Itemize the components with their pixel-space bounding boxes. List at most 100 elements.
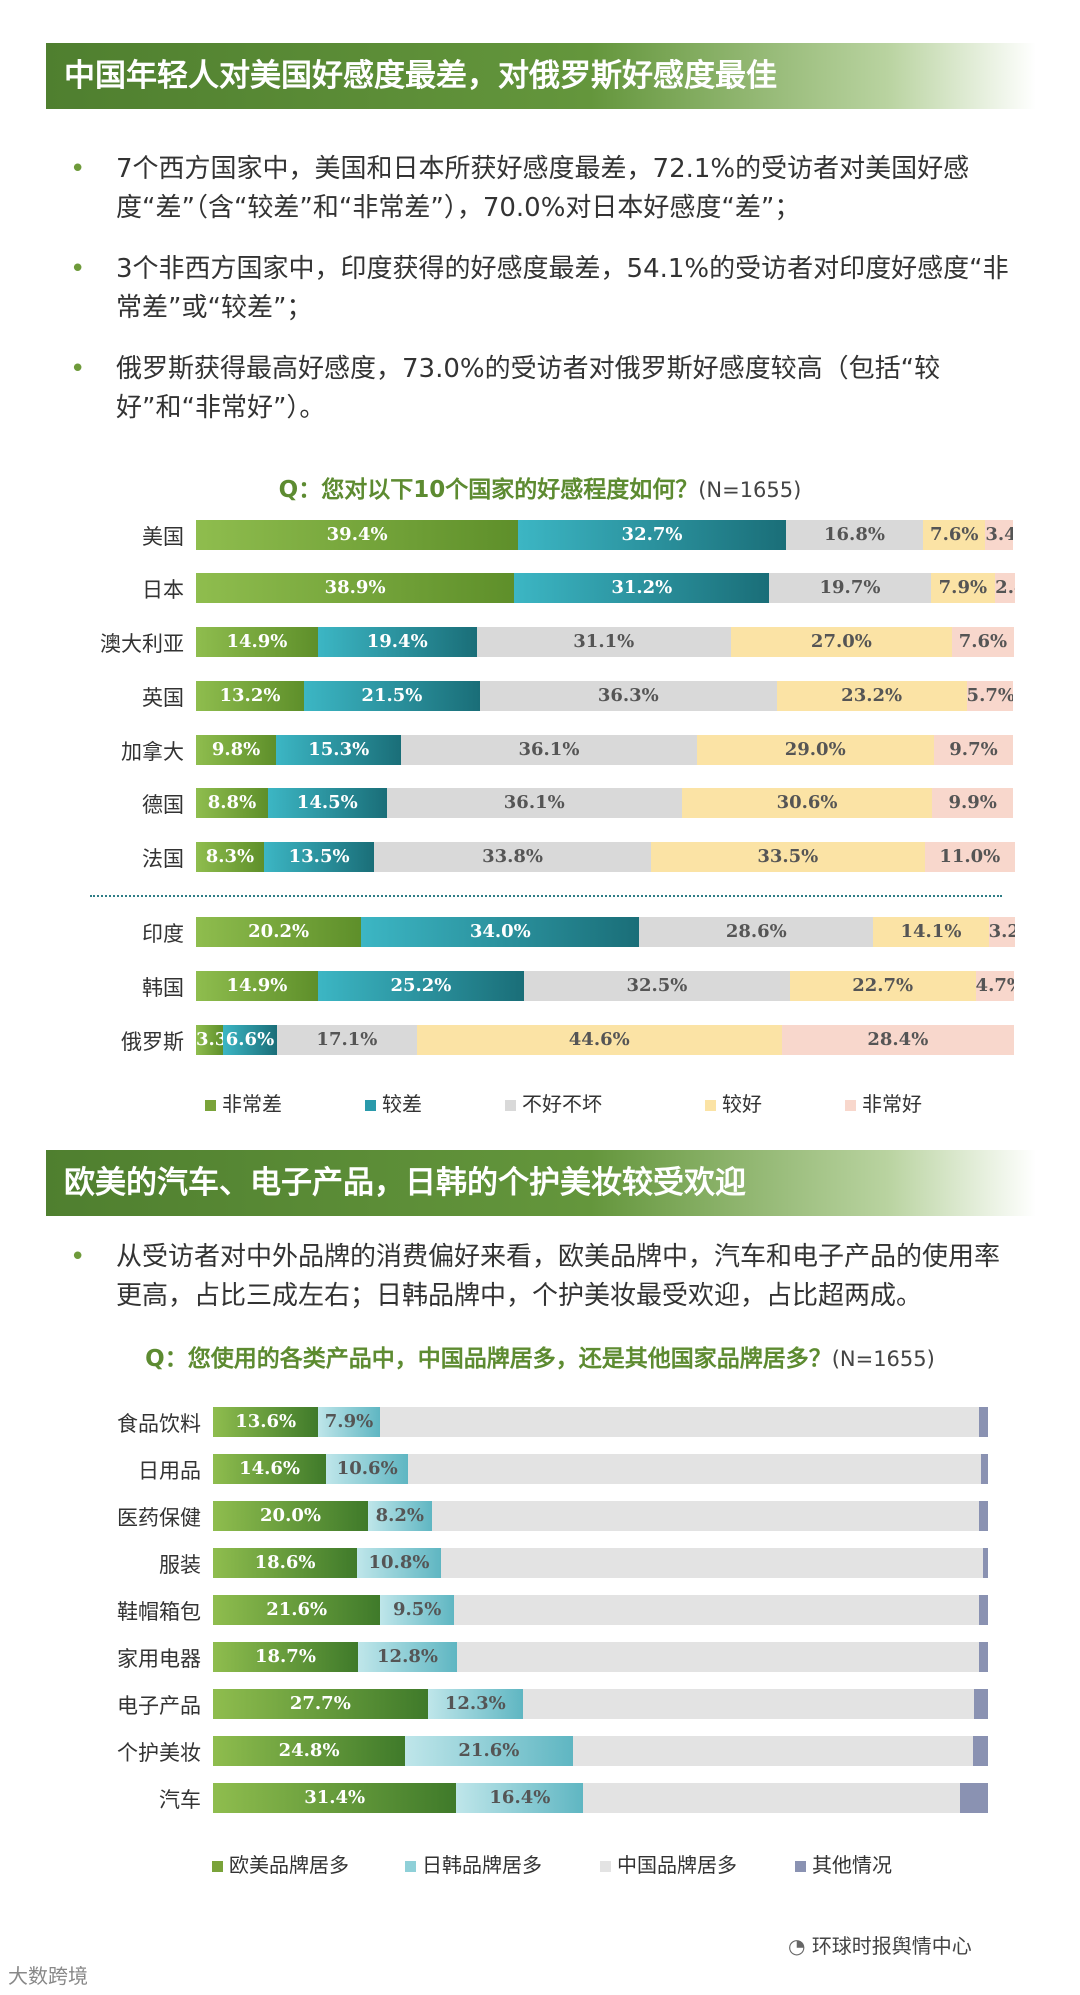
- bar-segment: 36.1%: [386, 788, 682, 818]
- data-label: 30.6%: [776, 792, 838, 813]
- section-header-2: 欧美的汽车、电子产品，日韩的个护美妆较受欢迎: [46, 1150, 1036, 1216]
- bar-segment: 8.3%: [196, 842, 264, 872]
- data-label: 4.7%: [975, 975, 1014, 996]
- data-label: 7.6%: [958, 631, 1008, 652]
- bar-segment: 27.7%: [213, 1689, 428, 1719]
- bullet-text: 7个西方国家中，美国和日本所获好感度最差，72.1%的受访者对美国好感度“差”（…: [116, 154, 970, 223]
- chart-divider: [90, 895, 1002, 897]
- bar-segment: 15.3%: [276, 735, 402, 765]
- data-label: 7.6%: [930, 524, 979, 545]
- legend-swatch-icon: [365, 1100, 376, 1111]
- bar-segment: 33.8%: [374, 842, 651, 872]
- data-label: 7.9%: [938, 577, 988, 598]
- category-label: 服装: [159, 1553, 201, 1577]
- data-label: 16.4%: [489, 1787, 551, 1808]
- bar-segment: 28.6%: [639, 917, 874, 947]
- bar-segment: 16.4%: [456, 1783, 584, 1813]
- data-label: 36.1%: [518, 739, 580, 760]
- bar-segment: 8.8%: [196, 788, 268, 818]
- bar-segment: 19.7%: [769, 573, 931, 603]
- bullet-text: 俄罗斯获得最高好感度，73.0%的受访者对俄罗斯好感度较高（包括“较好”和“非常…: [116, 354, 941, 423]
- bar-segment: 32.7%: [518, 520, 786, 550]
- category-label: 医药保健: [117, 1506, 201, 1530]
- data-label: 27.7%: [289, 1693, 351, 1714]
- category-label: 法国: [142, 847, 184, 871]
- data-label: 20.0%: [260, 1505, 321, 1526]
- data-label: 14.9%: [226, 631, 288, 652]
- data-label: 39.4%: [326, 524, 388, 545]
- data-label: 21.6%: [458, 1740, 520, 1761]
- bar-segment: 9.5%: [380, 1595, 455, 1625]
- legend-label: 非常差: [222, 1092, 282, 1116]
- bar-segment: 29.0%: [696, 735, 934, 765]
- bar-segment: [454, 1595, 980, 1625]
- data-label: 36.1%: [503, 792, 565, 813]
- footer-source: ◔ 环球时报舆情中心: [788, 1930, 972, 1959]
- category-label: 电子产品: [117, 1694, 201, 1718]
- bullet-item-1: • 3个非西方国家中，印度获得的好感度最差，54.1%的受访者对印度好感度“非常差…: [70, 250, 1020, 328]
- data-label: 13.2%: [219, 685, 281, 706]
- data-label: 44.6%: [568, 1029, 630, 1050]
- bar-segment: 18.7%: [213, 1642, 358, 1672]
- bar-segment: [979, 1407, 988, 1437]
- bar-segment: [408, 1454, 982, 1484]
- category-label: 日本: [142, 578, 184, 602]
- bar-segment: 14.6%: [213, 1454, 327, 1484]
- legend-label: 中国品牌居多: [617, 1853, 737, 1877]
- bar-segment: 31.1%: [476, 627, 731, 657]
- legend-label: 较差: [382, 1092, 422, 1116]
- bar-segment: 34.0%: [361, 917, 640, 947]
- bar-segment: 16.8%: [785, 520, 924, 550]
- legend-item: 非常好: [845, 1088, 922, 1117]
- bar-segment: 36.3%: [479, 681, 777, 711]
- bar-segment: 24.8%: [213, 1736, 406, 1766]
- bar-segment: 10.8%: [357, 1548, 441, 1578]
- bullet2-item-0: • 从受访者对中外品牌的消费偏好来看，欧美品牌中，汽车和电子产品的使用率更高，占比…: [70, 1238, 1020, 1316]
- data-label: 14.9%: [226, 975, 288, 996]
- legend-item: 欧美品牌居多: [212, 1849, 349, 1878]
- chart-question-1: Q：您对以下10个国家的好感程度如何？: [278, 477, 699, 503]
- bar-segment: [979, 1642, 988, 1672]
- bar-segment: 14.9%: [196, 971, 318, 1001]
- data-label: 18.7%: [254, 1646, 316, 1667]
- bar-segment: [974, 1689, 988, 1719]
- data-label: 19.7%: [819, 577, 881, 598]
- data-label: 6.6%: [225, 1029, 275, 1050]
- data-label: 31.1%: [573, 631, 635, 652]
- data-label: 7.9%: [324, 1411, 374, 1432]
- data-label: 21.5%: [361, 685, 423, 706]
- legend-item: 较差: [365, 1088, 422, 1117]
- data-label: 21.6%: [266, 1599, 328, 1620]
- bar-segment: 11.0%: [924, 842, 1015, 872]
- category-label: 韩国: [142, 976, 184, 1000]
- data-label: 25.2%: [390, 975, 452, 996]
- data-label: 3.2%: [988, 921, 1015, 942]
- data-label: 14.1%: [900, 921, 962, 942]
- bar-segment: 14.5%: [267, 788, 387, 818]
- category-label: 印度: [142, 922, 184, 946]
- category-label: 家用电器: [117, 1647, 201, 1671]
- bar-segment: 7.9%: [930, 573, 996, 603]
- footer-source-text: 环球时报舆情中心: [811, 1934, 972, 1958]
- data-label: 13.5%: [288, 846, 350, 867]
- bar-segment: [973, 1736, 988, 1766]
- bar-segment: 12.8%: [357, 1642, 458, 1672]
- bar-segment: [583, 1783, 961, 1813]
- data-label: 8.8%: [207, 792, 257, 813]
- bullet-dot-icon: •: [70, 354, 86, 384]
- bar-segment: [981, 1454, 988, 1484]
- bar-segment: 28.4%: [781, 1025, 1014, 1055]
- data-label: 33.5%: [757, 846, 819, 867]
- data-label: 31.4%: [304, 1787, 366, 1808]
- bar-segment: 38.9%: [196, 573, 515, 603]
- bar-segment: 27.0%: [730, 627, 952, 657]
- data-label: 11.0%: [939, 846, 1001, 867]
- bar-segment: 39.4%: [196, 520, 519, 550]
- data-label: 9.9%: [948, 792, 997, 813]
- bar-segment: 7.6%: [951, 627, 1014, 657]
- data-label: 29.0%: [784, 739, 846, 760]
- data-label: 31.2%: [611, 577, 673, 598]
- legend-label: 非常好: [862, 1092, 922, 1116]
- bar-segment: 6.6%: [222, 1025, 277, 1055]
- data-label: 32.7%: [621, 524, 683, 545]
